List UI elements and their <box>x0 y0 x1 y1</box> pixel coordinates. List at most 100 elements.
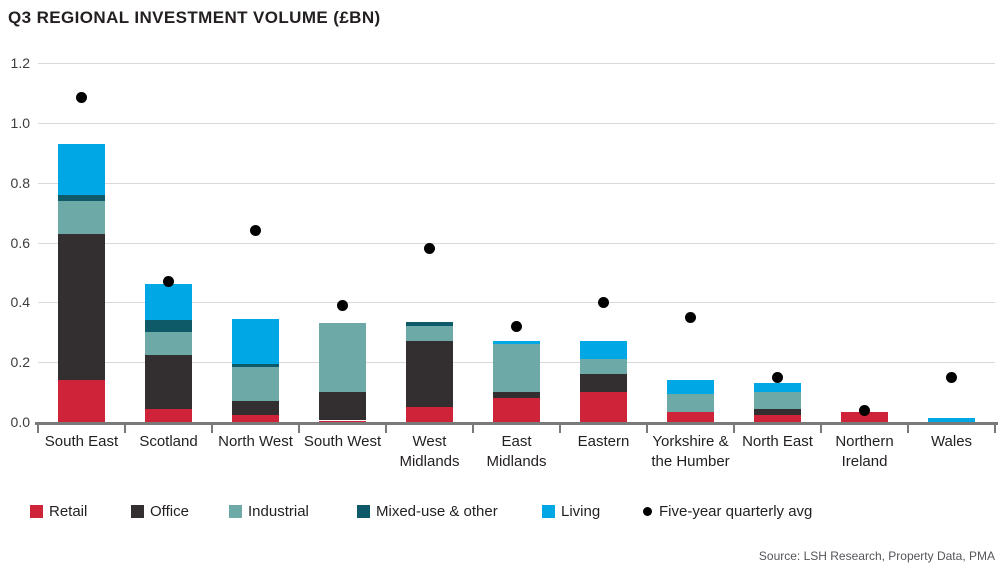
y-axis-tick-label: 0.2 <box>10 354 30 371</box>
plot-area: 0.0 0.2 0.4 0.6 0.8 1.0 1.2 South East Scotland N… <box>10 55 998 471</box>
bar-segment-retail-6 <box>493 398 540 422</box>
x-axis-category-label: Yorkshire & the Humber <box>651 433 730 471</box>
bar-segment-living-8 <box>667 380 714 394</box>
x-axis-tick <box>820 425 822 433</box>
x-axis-tick <box>994 425 996 433</box>
y-axis-tick-label: 0.8 <box>10 174 30 191</box>
five-year-avg-dot-5 <box>424 242 435 254</box>
legend-label: Five-year quarterly avg <box>659 502 813 520</box>
bar-segment-industrial-9 <box>754 392 801 409</box>
legend-item-living: Living <box>542 502 601 520</box>
x-axis-tick <box>385 425 387 433</box>
x-axis-category-label: North West <box>218 433 293 450</box>
bar-segment-industrial-7 <box>580 359 627 375</box>
legend-label: Office <box>150 502 189 520</box>
bar-segment-retail-7 <box>580 392 627 422</box>
five-year-avg-dot-3 <box>250 225 261 237</box>
source-credit: Source: LSH Research, Property Data, PMA <box>758 549 995 563</box>
gridline-0.8 <box>38 182 995 184</box>
x-axis-tick <box>646 425 648 433</box>
five-year-avg-dot-4 <box>337 299 348 311</box>
bar-segment-retail-8 <box>667 411 714 422</box>
x-axis-tick <box>124 425 126 433</box>
bar-segment-office-9 <box>754 408 801 415</box>
legend-item-five-year-quarterly-avg: Five-year quarterly avg <box>643 502 813 520</box>
y-axis-tick-label: 0.4 <box>10 294 30 311</box>
y-axis-tick-label: 0.6 <box>10 234 30 251</box>
bar-segment-industrial-8 <box>667 393 714 412</box>
x-axis-category-label: Eastern <box>577 433 630 450</box>
x-axis-tick <box>472 425 474 433</box>
x-axis-category-label: East Midlands <box>486 433 547 471</box>
bar-segment-office-3 <box>232 401 279 415</box>
bar-segment-office-1 <box>58 233 105 381</box>
bar-segment-retail-1 <box>58 380 105 422</box>
bar-segment-retail-10 <box>841 411 888 422</box>
bar-segment-industrial-4 <box>319 323 366 393</box>
five-year-avg-dot-11 <box>946 371 957 383</box>
gridline-0.6 <box>38 242 995 244</box>
bar-segment-mixed-use-other-3 <box>232 363 279 367</box>
bar-segment-living-6 <box>493 341 540 345</box>
legend-item-office: Office <box>131 502 189 520</box>
x-axis-tick <box>907 425 909 433</box>
bar-segment-office-4 <box>319 392 366 421</box>
bar-segment-retail-9 <box>754 414 801 422</box>
y-axis-tick-label: 1.2 <box>10 55 30 71</box>
bar-segment-living-7 <box>580 341 627 360</box>
five-year-avg-dot-7 <box>598 296 609 308</box>
bar-segment-office-5 <box>406 341 453 408</box>
legend-color-swatch <box>229 504 242 518</box>
x-axis-tick <box>37 425 39 433</box>
x-axis-tick <box>298 425 300 433</box>
x-axis-category-label: Scotland <box>139 433 198 450</box>
legend-item-industrial: Industrial <box>229 502 309 520</box>
bar-segment-mixed-use-other-5 <box>406 321 453 327</box>
bar-segment-retail-5 <box>406 407 453 422</box>
chart-title: Q3 REGIONAL INVESTMENT VOLUME (£BN) <box>8 8 381 27</box>
bar-segment-living-1 <box>58 143 105 195</box>
x-axis-category-label: Northern Ireland <box>835 433 894 471</box>
gridline-1.2 <box>38 63 995 64</box>
y-axis-tick-label: 1.0 <box>10 114 30 131</box>
y-axis-tick-label: 0.0 <box>10 414 30 430</box>
x-axis-category-label: South West <box>303 433 382 450</box>
bar-segment-living-9 <box>754 383 801 393</box>
bar-segment-retail-2 <box>145 408 192 422</box>
legend-label: Living <box>561 502 601 520</box>
x-axis-category-label: North East <box>742 433 813 450</box>
x-axis-tick <box>559 425 561 433</box>
legend-label: Industrial <box>248 502 309 520</box>
five-year-avg-dot-6 <box>511 320 522 332</box>
legend-label: Mixed-use & other <box>376 502 498 520</box>
legend-color-swatch <box>30 504 43 518</box>
bar-segment-industrial-1 <box>58 200 105 234</box>
bar-segment-living-3 <box>232 318 279 364</box>
gridline-1.0 <box>38 122 995 124</box>
bar-segment-living-11 <box>928 418 975 422</box>
bar-segment-mixed-use-other-2 <box>145 320 192 333</box>
x-axis-category-label: South East <box>44 433 119 450</box>
bar-segment-retail-3 <box>232 414 279 422</box>
five-year-avg-dot-8 <box>685 311 696 323</box>
bar-segment-industrial-5 <box>406 326 453 342</box>
bar-segment-living-2 <box>145 284 192 321</box>
legend-dot-marker <box>643 506 652 516</box>
five-year-avg-dot-1 <box>76 91 87 103</box>
legend-item-mixed-use-other: Mixed-use & other <box>357 502 498 520</box>
five-year-avg-dot-10 <box>859 404 870 416</box>
bar-segment-mixed-use-other-1 <box>58 194 105 201</box>
bar-segment-industrial-6 <box>493 344 540 393</box>
bar-segment-retail-4 <box>319 420 366 422</box>
legend-color-swatch <box>131 504 144 518</box>
legend-item-retail: Retail <box>30 502 88 520</box>
bar-segment-industrial-3 <box>232 366 279 402</box>
legend-color-swatch <box>542 504 555 518</box>
bar-segment-industrial-2 <box>145 332 192 355</box>
x-axis-category-label: West Midlands <box>399 433 460 471</box>
legend-label: Retail <box>49 502 88 520</box>
five-year-avg-dot-2 <box>163 275 174 287</box>
bar-segment-office-7 <box>580 374 627 393</box>
bar-segment-office-6 <box>493 392 540 399</box>
